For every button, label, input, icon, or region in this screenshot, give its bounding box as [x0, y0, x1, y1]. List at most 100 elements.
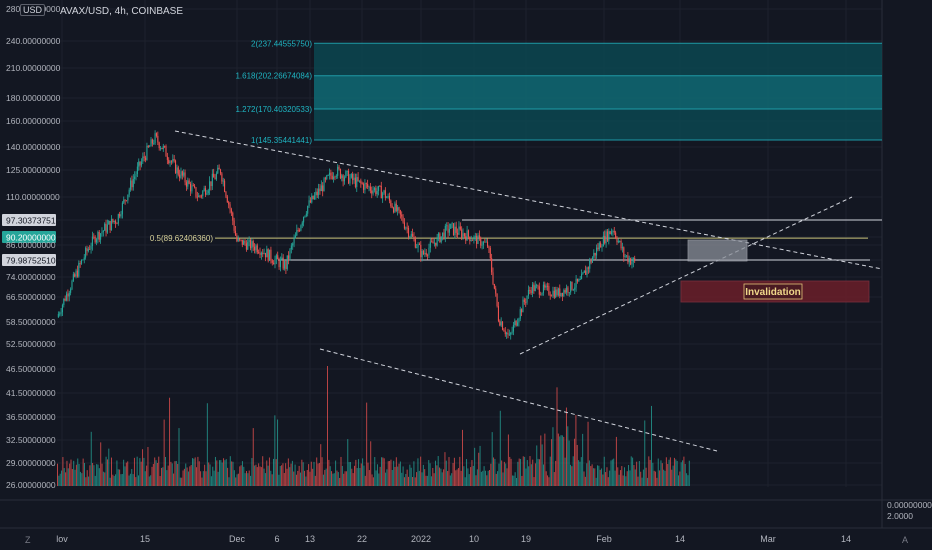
candle-body — [515, 320, 517, 326]
volume-bar — [433, 473, 435, 486]
candle-body — [285, 260, 287, 269]
x-axis[interactable]: lov 15 Dec 6 13 22 2022 10 19 Feb 14 Mar 14 — [56, 534, 851, 544]
volume-bar — [225, 459, 227, 486]
y-tick-label: 41.50000000 — [6, 388, 56, 398]
candle-body — [97, 231, 99, 240]
candle-body — [485, 241, 487, 243]
volume-bar — [96, 464, 98, 486]
trendlines[interactable] — [174, 130, 883, 452]
candle-body — [474, 235, 476, 237]
trendline[interactable] — [319, 348, 718, 452]
candle-body — [149, 146, 151, 148]
y-axis[interactable]: 280.00000000240.00000000210.00000000180.… — [2, 4, 932, 521]
x-tick-label: 10 — [469, 534, 479, 544]
candle-body — [578, 279, 580, 282]
candle-body — [297, 230, 299, 231]
candle-body — [169, 161, 171, 164]
volume-bar — [495, 473, 497, 486]
volume-bar — [618, 474, 620, 486]
volume-bar — [358, 459, 360, 486]
volume-bar — [525, 468, 527, 486]
candle-body — [328, 172, 331, 176]
volume-bar — [579, 461, 581, 486]
volume-bar — [347, 439, 349, 486]
candle-body — [191, 185, 193, 192]
candle-body — [398, 207, 400, 211]
fib-band[interactable] — [314, 75, 882, 110]
candle-body — [119, 214, 121, 217]
volume-bar — [287, 458, 289, 486]
volume-bar — [626, 471, 628, 486]
candle-body — [290, 245, 292, 250]
candle-body — [281, 257, 283, 260]
volume-bar — [236, 474, 238, 486]
candle-body — [570, 281, 572, 293]
volume-bar — [92, 463, 94, 486]
candle-body — [131, 180, 133, 188]
timezone-icon[interactable]: Z — [25, 535, 31, 545]
fib-extension[interactable]: 2(237.44555750) 1.618(202.26674084) 1.272(… — [150, 39, 882, 243]
candle-body — [384, 190, 386, 198]
candle-body — [237, 238, 239, 242]
annotations[interactable]: Invalidation — [680, 239, 870, 303]
volume-bar — [678, 475, 679, 486]
volume-bar — [474, 447, 476, 486]
trendline[interactable] — [174, 130, 883, 270]
horizontal-levels[interactable] — [278, 219, 882, 261]
fib-band[interactable] — [314, 43, 882, 76]
volume-bar — [422, 464, 424, 486]
candle-body — [145, 157, 147, 160]
candle-body — [87, 249, 89, 252]
candle-body — [300, 225, 302, 231]
candle-body — [243, 240, 245, 245]
candle-body — [130, 180, 132, 190]
volume-bar — [475, 475, 477, 486]
volume-bar — [62, 457, 64, 486]
volume-bar — [305, 476, 307, 486]
volume-bar — [124, 466, 126, 486]
candle-body — [64, 298, 66, 301]
candle-body — [557, 288, 559, 296]
volume-bar — [378, 473, 380, 486]
auto-scale-icon[interactable]: A — [902, 535, 909, 545]
volume-bar — [89, 465, 91, 486]
volume-bar — [452, 463, 454, 486]
trendline[interactable] — [519, 196, 853, 355]
volume-bar — [622, 475, 624, 486]
volume-bar — [174, 461, 176, 486]
volume-bar — [534, 463, 536, 486]
volume-bar — [372, 477, 374, 486]
volume-bar — [524, 456, 526, 486]
volume-bar — [403, 477, 405, 486]
candle-body — [459, 226, 461, 230]
candle-body — [132, 179, 134, 188]
volume-bar — [228, 477, 230, 486]
candle-body — [542, 284, 544, 293]
candle-body — [401, 214, 403, 217]
candle-body — [399, 210, 401, 215]
candle-body — [282, 257, 284, 269]
y-tick-label: 52.50000000 — [6, 339, 56, 349]
candle-body — [339, 169, 341, 179]
candle-body — [354, 177, 356, 187]
candle-body — [615, 232, 617, 239]
candle-body — [128, 189, 130, 195]
volume-bar — [530, 464, 532, 486]
volume-bar — [285, 463, 287, 486]
volume-bar — [256, 467, 258, 486]
target-box[interactable] — [687, 239, 748, 262]
candle-body — [425, 252, 427, 256]
volume-bar — [379, 466, 381, 486]
volume-bars — [57, 366, 690, 486]
currency-badge[interactable]: USD — [20, 4, 46, 16]
volume-bar — [466, 459, 468, 486]
volume-bar — [182, 470, 184, 486]
volume-bar — [651, 405, 652, 486]
candle-body — [74, 274, 76, 277]
volume-bar — [683, 456, 685, 486]
volume-bar — [150, 475, 152, 486]
volume-bar — [196, 467, 198, 486]
fib-band[interactable] — [314, 109, 882, 141]
volume-bar — [565, 407, 567, 486]
